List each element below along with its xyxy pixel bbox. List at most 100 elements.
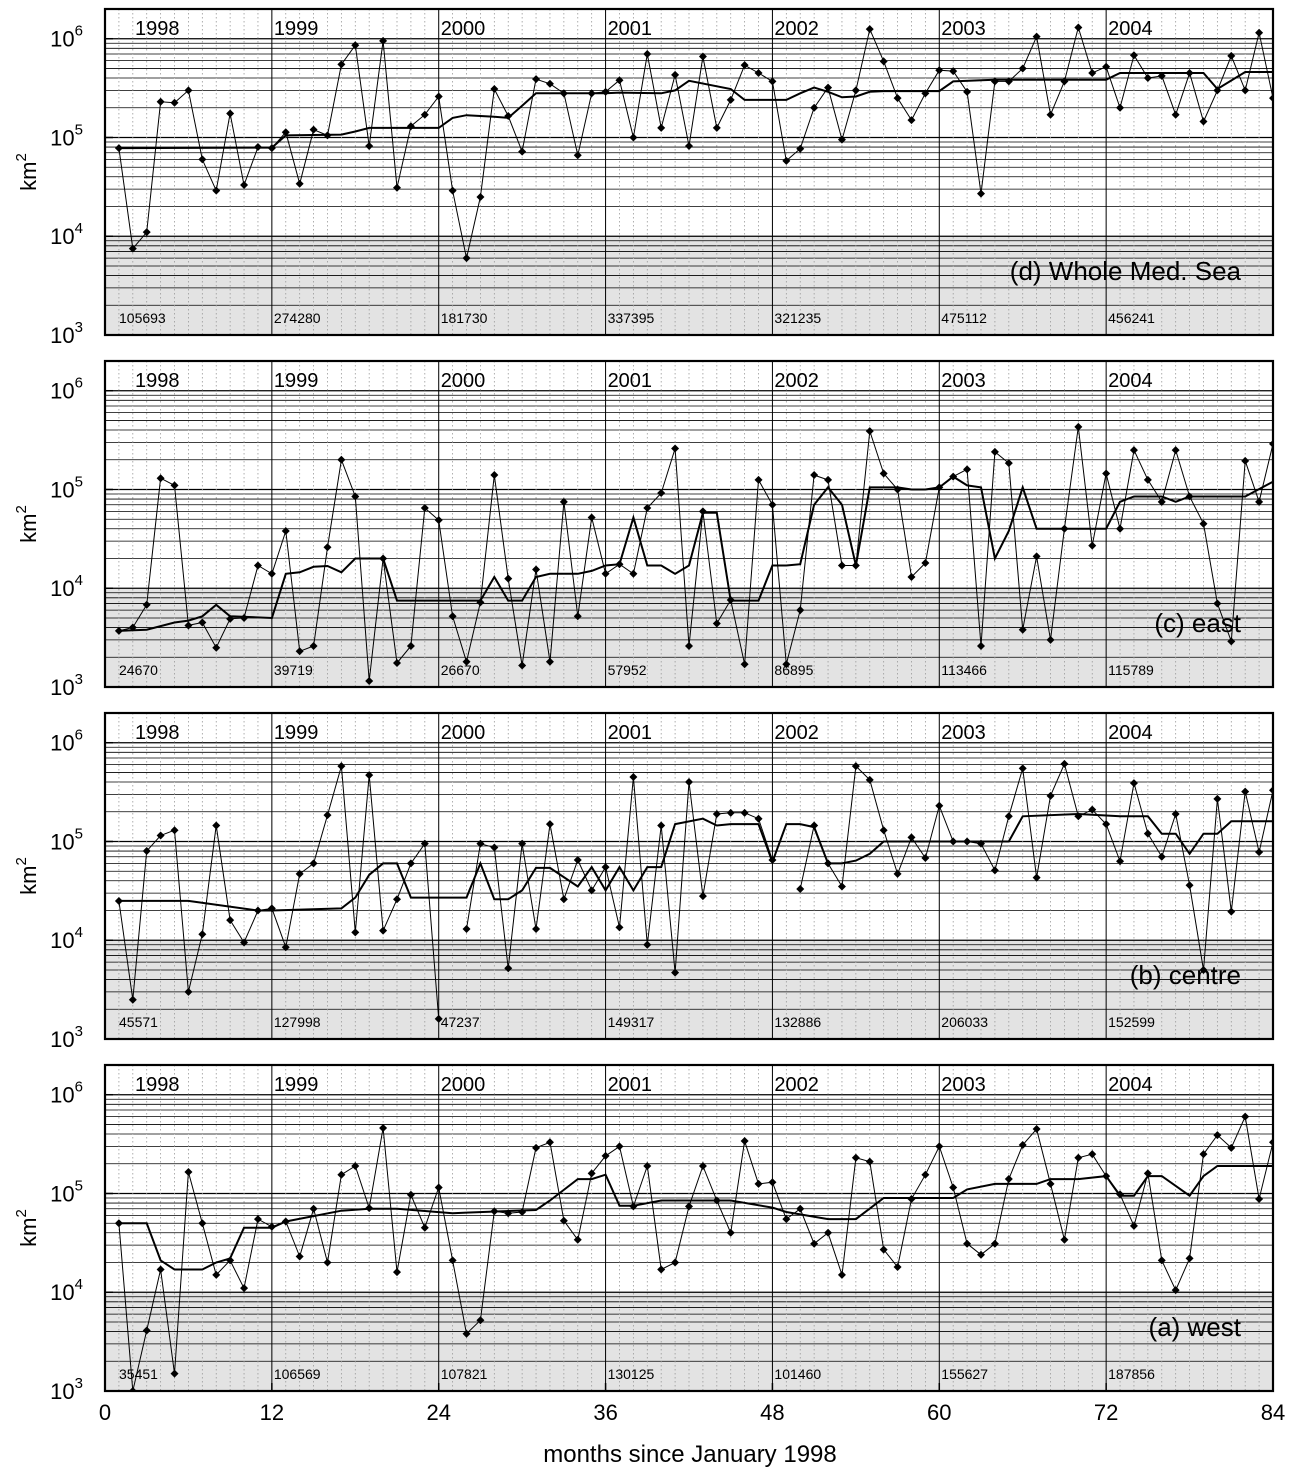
monthly-data-point xyxy=(128,995,137,1004)
year-label: 2003 xyxy=(941,722,986,744)
annual-total-label: 106569 xyxy=(274,1366,321,1382)
monthly-data-point xyxy=(629,1202,638,1211)
monthly-data-point xyxy=(643,1161,652,1170)
monthly-data-point xyxy=(323,1258,332,1267)
smoothed-series-line xyxy=(118,475,1274,632)
monthly-data-point xyxy=(1143,829,1152,838)
annual-total-label: 105693 xyxy=(119,310,166,326)
monthly-series xyxy=(114,759,1273,1023)
monthly-data-point xyxy=(504,1209,513,1218)
monthly-data-point xyxy=(253,1215,262,1224)
monthly-data-point xyxy=(1241,86,1250,95)
monthly-data-point xyxy=(1157,1256,1166,1265)
y-tick-label: 104 xyxy=(50,572,83,601)
year-label: 1998 xyxy=(135,18,180,40)
monthly-data-point xyxy=(601,1151,610,1160)
monthly-data-point xyxy=(698,52,707,61)
monthly-data-point xyxy=(545,79,554,88)
y-axis-label-exponent: 2 xyxy=(13,857,30,865)
monthly-data-point xyxy=(365,771,374,780)
monthly-data-point xyxy=(643,503,652,512)
monthly-data-point xyxy=(420,503,429,512)
year-label: 2000 xyxy=(441,722,486,744)
monthly-data-point xyxy=(1032,32,1041,41)
monthly-data-point xyxy=(1199,117,1208,126)
y-axis-label: km2 xyxy=(13,1209,41,1247)
monthly-data-point xyxy=(490,843,499,852)
monthly-data-point xyxy=(295,869,304,878)
y-tick-label: 105 xyxy=(50,1177,83,1206)
monthly-data-point xyxy=(240,181,249,190)
monthly-series xyxy=(114,422,1273,686)
monthly-data-point xyxy=(740,808,749,817)
monthly-series xyxy=(114,23,1273,263)
monthly-data-point xyxy=(712,619,721,628)
monthly-data-point xyxy=(448,186,457,195)
monthly-data-point xyxy=(365,141,374,150)
monthly-data-point xyxy=(170,98,179,107)
smoothed-series-line xyxy=(118,1165,1273,1271)
year-label: 2003 xyxy=(941,370,986,392)
monthly-data-point xyxy=(1143,1169,1152,1178)
monthly-data-point xyxy=(657,123,666,132)
monthly-data-point xyxy=(657,821,666,830)
monthly-data-point xyxy=(518,839,527,848)
monthly-data-point xyxy=(1185,881,1194,890)
monthly-data-point xyxy=(990,77,999,86)
monthly-data-point xyxy=(1060,524,1069,533)
monthly-data-point xyxy=(1004,459,1013,468)
vertical-grid xyxy=(118,713,1260,1039)
monthly-data-point xyxy=(712,123,721,132)
monthly-data-point xyxy=(963,1239,972,1248)
monthly-data-point xyxy=(726,596,735,605)
monthly-data-point xyxy=(532,1143,541,1152)
year-label: 2002 xyxy=(774,370,819,392)
monthly-data-point xyxy=(406,642,415,651)
panel-label: (a) west xyxy=(1149,1312,1242,1342)
monthly-data-point xyxy=(184,987,193,996)
monthly-data-point xyxy=(740,61,749,70)
monthly-data-point xyxy=(559,89,568,98)
monthly-data-point xyxy=(824,1228,833,1237)
monthly-data-point xyxy=(253,906,262,915)
year-label: 2001 xyxy=(608,722,653,744)
monthly-data-point xyxy=(1241,456,1250,465)
monthly-data-point xyxy=(420,110,429,119)
year-label: 2002 xyxy=(774,722,819,744)
monthly-data-point xyxy=(267,1222,276,1231)
monthly-data-point xyxy=(671,70,680,79)
year-label: 2004 xyxy=(1108,18,1153,40)
monthly-data-point xyxy=(434,516,443,525)
monthly-data-point xyxy=(545,657,554,666)
monthly-data-point xyxy=(865,1157,874,1166)
y-tick-exponent: 6 xyxy=(75,727,83,744)
annual-total-label: 39719 xyxy=(274,662,313,678)
monthly-data-point xyxy=(1018,625,1027,634)
y-tick-exponent: 6 xyxy=(75,23,83,40)
x-tick-label: 36 xyxy=(593,1400,617,1425)
year-label: 2001 xyxy=(608,1074,653,1096)
x-axis-label: months since January 1998 xyxy=(543,1441,837,1468)
monthly-data-point xyxy=(156,1265,165,1274)
annual-total-label: 321235 xyxy=(774,310,821,326)
monthly-data-point xyxy=(309,1204,318,1213)
monthly-data-point xyxy=(782,660,791,669)
monthly-data-point xyxy=(698,507,707,516)
monthly-data-point xyxy=(240,1284,249,1293)
monthly-data-point xyxy=(1157,497,1166,506)
monthly-data-point xyxy=(963,465,972,474)
monthly-data-point xyxy=(504,964,513,973)
monthly-data-point xyxy=(420,1223,429,1232)
monthly-data-point xyxy=(114,144,123,153)
annual-total-label: 456241 xyxy=(1108,310,1155,326)
panel-3: 1998 1999 2000 2001 2002 2003 2004 45571 127998 4… xyxy=(13,711,1275,1052)
monthly-data-point xyxy=(1129,446,1138,455)
monthly-data-point xyxy=(977,642,985,651)
monthly-data-point xyxy=(685,642,693,651)
monthly-data-point xyxy=(601,863,610,872)
y-tick-label: 106 xyxy=(50,727,83,756)
monthly-data-point xyxy=(114,626,123,635)
monthly-data-point xyxy=(114,896,123,905)
monthly-data-point xyxy=(504,574,513,583)
monthly-data-point xyxy=(1004,812,1013,821)
